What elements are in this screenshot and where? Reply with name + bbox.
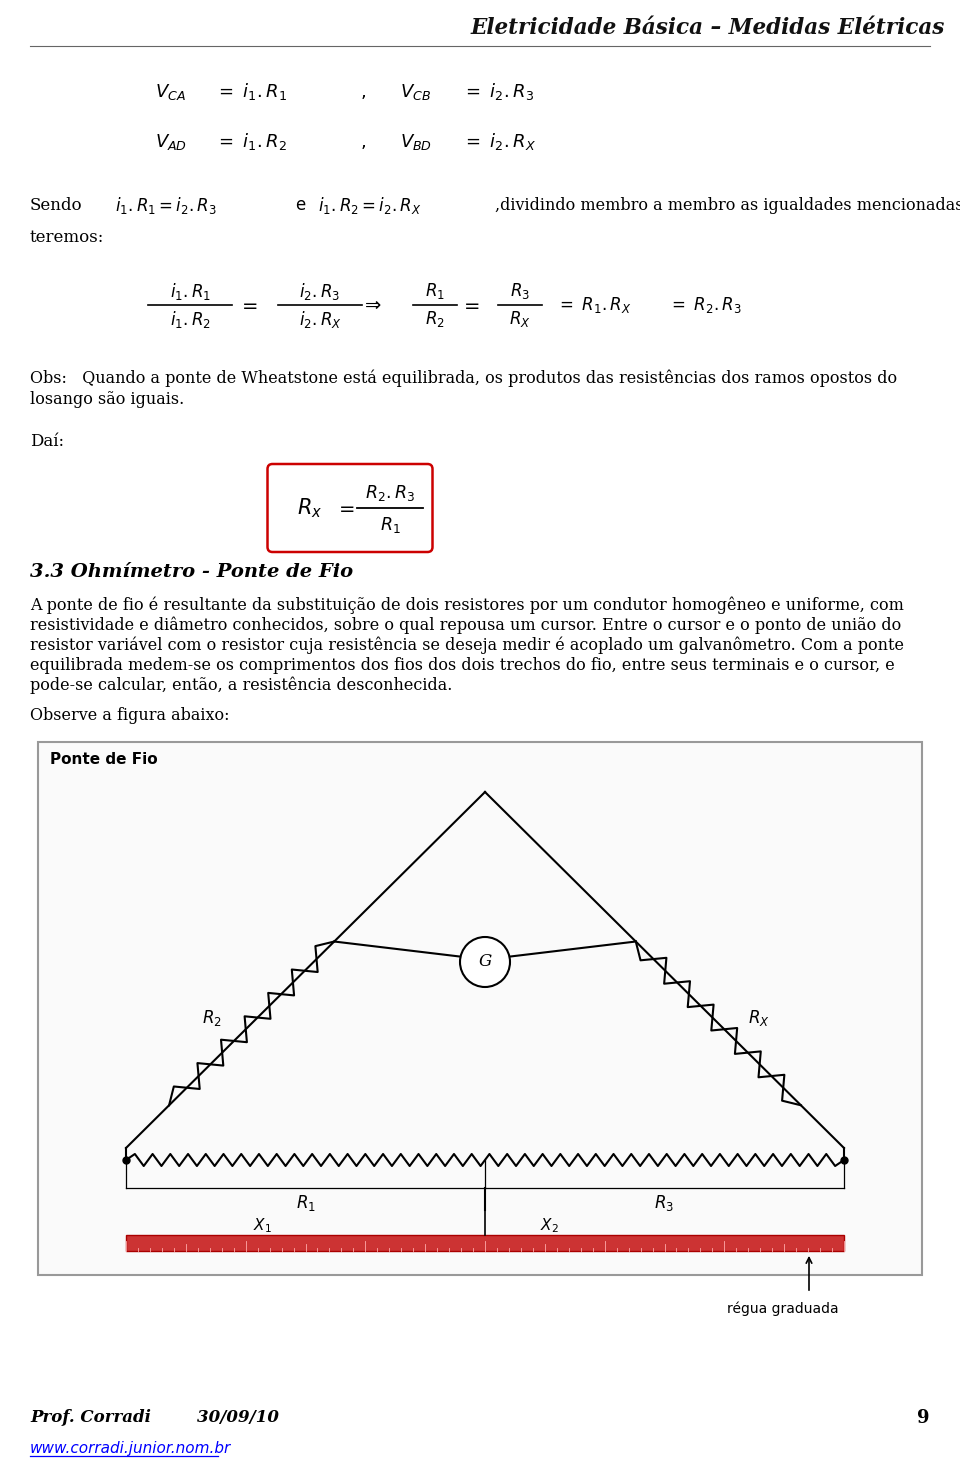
Text: teremos:: teremos: bbox=[30, 229, 105, 245]
Bar bbox=[126, 1235, 844, 1252]
Text: $X_2$: $X_2$ bbox=[540, 1216, 559, 1235]
Text: Ponte de Fio: Ponte de Fio bbox=[50, 753, 157, 768]
Text: $R_1$: $R_1$ bbox=[296, 1193, 316, 1213]
Text: $,$: $,$ bbox=[360, 133, 366, 151]
Text: $i_1 . R_2$: $i_1 . R_2$ bbox=[170, 308, 210, 329]
Text: resistor variável com o resistor cuja resistência se deseja medir é acoplado um : resistor variável com o resistor cuja re… bbox=[30, 636, 904, 654]
Text: $R_X$: $R_X$ bbox=[509, 308, 531, 329]
FancyBboxPatch shape bbox=[268, 463, 433, 552]
Text: ,dividindo membro a membro as igualdades mencionadas: ,dividindo membro a membro as igualdades… bbox=[495, 196, 960, 214]
Text: $i_1 . R_1$: $i_1 . R_1$ bbox=[170, 280, 210, 301]
Text: G: G bbox=[478, 953, 492, 971]
Text: pode-se calcular, então, a resistência desconhecida.: pode-se calcular, então, a resistência d… bbox=[30, 676, 452, 694]
Text: $X_1$: $X_1$ bbox=[253, 1216, 272, 1235]
Text: $R_2$: $R_2$ bbox=[202, 1008, 222, 1029]
Text: $R_2 . R_3$: $R_2 . R_3$ bbox=[365, 483, 415, 503]
Text: $=\ i_1 . R_2$: $=\ i_1 . R_2$ bbox=[215, 131, 287, 152]
Text: $=\ i_2 . R_X$: $=\ i_2 . R_X$ bbox=[462, 131, 536, 152]
Text: $=\ i_1 . R_1$: $=\ i_1 . R_1$ bbox=[215, 81, 287, 102]
Text: resistividade e diâmetro conhecidos, sobre o qual repousa um cursor. Entre o cur: resistividade e diâmetro conhecidos, sob… bbox=[30, 617, 901, 633]
Text: $V_{CA}$: $V_{CA}$ bbox=[155, 83, 186, 102]
Text: $i_2 . R_X$: $i_2 . R_X$ bbox=[299, 308, 342, 329]
Text: $,$: $,$ bbox=[360, 83, 366, 100]
Text: 9: 9 bbox=[918, 1410, 930, 1427]
Text: $R_3$: $R_3$ bbox=[655, 1193, 675, 1213]
Text: $R_1$: $R_1$ bbox=[379, 515, 400, 534]
Text: $V_{AD}$: $V_{AD}$ bbox=[155, 131, 187, 152]
Text: Observe a figura abaixo:: Observe a figura abaixo: bbox=[30, 707, 229, 723]
Text: $V_{BD}$: $V_{BD}$ bbox=[400, 131, 432, 152]
Bar bbox=[38, 742, 922, 1275]
Text: $=$: $=$ bbox=[460, 297, 480, 314]
Text: losango são iguais.: losango são iguais. bbox=[30, 391, 184, 409]
Text: $V_{CB}$: $V_{CB}$ bbox=[400, 83, 431, 102]
Text: $=\ i_2 . R_3$: $=\ i_2 . R_3$ bbox=[462, 81, 534, 102]
Text: A ponte de fio é resultante da substituição de dois resistores por um condutor h: A ponte de fio é resultante da substitui… bbox=[30, 596, 904, 614]
Text: $=$: $=$ bbox=[238, 297, 258, 314]
Text: $\Rightarrow$: $\Rightarrow$ bbox=[361, 297, 383, 314]
Text: 3.3 Ohmímetro - Ponte de Fio: 3.3 Ohmímetro - Ponte de Fio bbox=[30, 562, 353, 582]
Text: www.corradi.junior.nom.br: www.corradi.junior.nom.br bbox=[30, 1441, 231, 1455]
Text: Eletricidade Básica – Medidas Elétricas: Eletricidade Básica – Medidas Elétricas bbox=[470, 18, 945, 38]
Text: $i_2 . R_3$: $i_2 . R_3$ bbox=[300, 280, 341, 301]
Text: Prof. Corradi        30/09/10: Prof. Corradi 30/09/10 bbox=[30, 1410, 279, 1426]
Text: $R_X$: $R_X$ bbox=[749, 1008, 770, 1029]
Text: $i_1 . R_2 = i_2 . R_X$: $i_1 . R_2 = i_2 . R_X$ bbox=[318, 195, 421, 215]
Text: $=$: $=$ bbox=[335, 499, 355, 517]
Text: $=\ R_1 . R_X$: $=\ R_1 . R_X$ bbox=[556, 295, 632, 314]
Text: $R_x$: $R_x$ bbox=[298, 496, 323, 520]
Text: $R_2$: $R_2$ bbox=[425, 308, 444, 329]
Text: equilibrada medem-se os comprimentos dos fios dos dois trechos do fio, entre seu: equilibrada medem-se os comprimentos dos… bbox=[30, 657, 895, 673]
Text: $R_1$: $R_1$ bbox=[425, 280, 445, 301]
Text: $i_1 . R_1 = i_2 . R_3$: $i_1 . R_1 = i_2 . R_3$ bbox=[115, 195, 217, 215]
Circle shape bbox=[460, 937, 510, 987]
Text: $\mathrm{e}$: $\mathrm{e}$ bbox=[295, 196, 306, 214]
Text: Sendo: Sendo bbox=[30, 196, 83, 214]
Text: $R_3$: $R_3$ bbox=[510, 280, 530, 301]
Text: Obs:   Quando a ponte de Wheatstone está equilibrada, os produtos das resistênci: Obs: Quando a ponte de Wheatstone está e… bbox=[30, 369, 898, 387]
Text: $=\ R_2 . R_3$: $=\ R_2 . R_3$ bbox=[668, 295, 742, 314]
Text: régua graduada: régua graduada bbox=[728, 1300, 839, 1315]
Text: Daí:: Daí: bbox=[30, 434, 64, 450]
